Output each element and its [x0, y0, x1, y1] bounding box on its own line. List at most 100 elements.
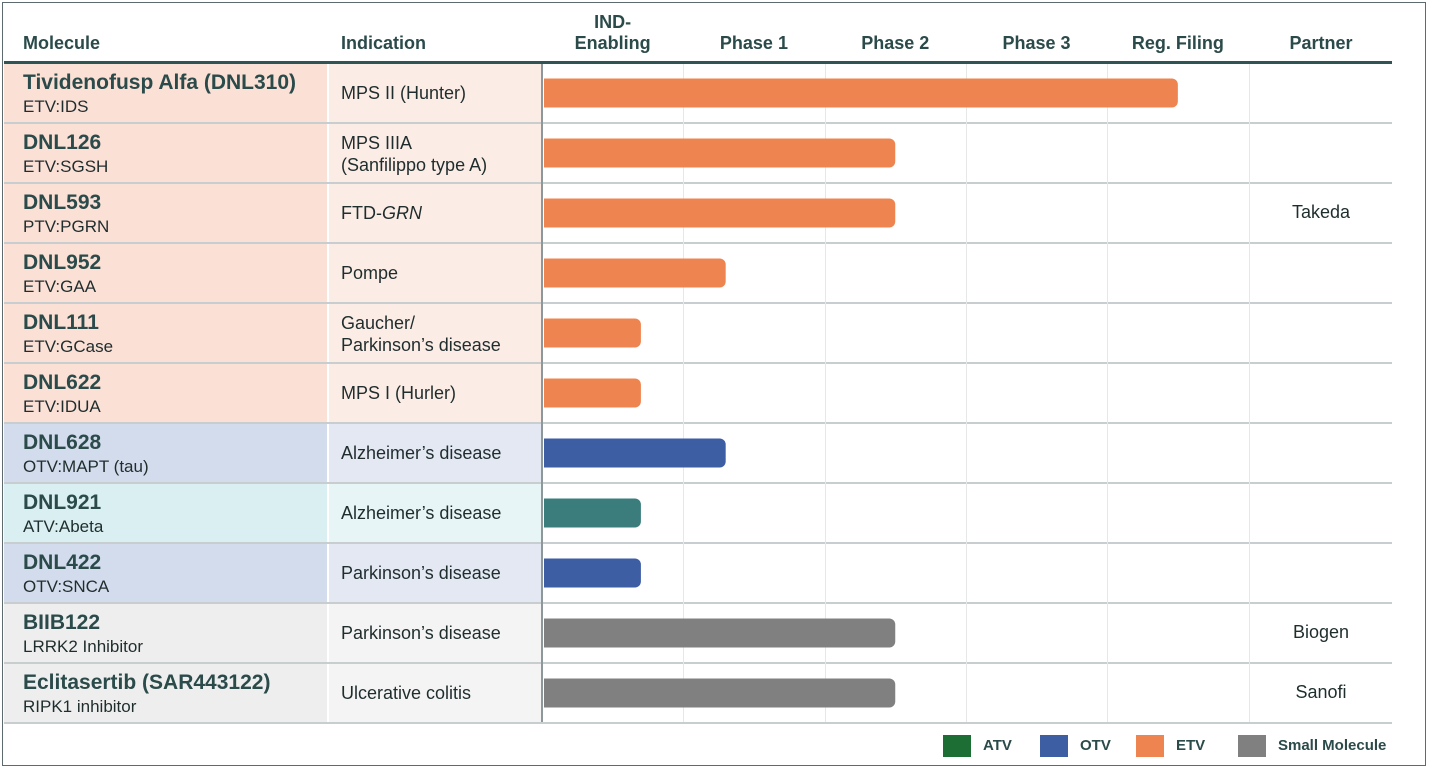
molecule-target: ETV:IDUA: [23, 397, 101, 416]
molecule-name: DNL422: [23, 551, 102, 574]
partner-label: Biogen: [1292, 622, 1350, 642]
molecule-cell: BIIB122 LRRK2 Inhibitor: [4, 604, 327, 663]
indication-text: Gaucher/: [341, 313, 416, 333]
indication-text: (Sanfilippo type A): [341, 155, 488, 175]
progress-bar-left-edge: [544, 378, 552, 408]
table-row: DNL622 ETV:IDUA MPS I (Hurler): [4, 364, 1392, 424]
indication-cell: Ulcerative colitis: [329, 664, 541, 723]
legend-label: ETV: [1176, 737, 1206, 754]
table-row: DNL952 ETV:GAA Pompe: [4, 244, 1392, 304]
header-indication: Indication: [341, 33, 426, 53]
header-molecule: Molecule: [23, 33, 101, 53]
molecule-target: ETV:GAA: [23, 277, 97, 296]
molecule-target: OTV:SNCA: [23, 577, 110, 596]
table-row: BIIB122 LRRK2 Inhibitor Parkinson’s diseas…: [4, 604, 1392, 664]
gridline-3: [966, 64, 967, 722]
progress-bar-left-edge: [544, 258, 552, 288]
molecule-cell: DNL593 PTV:PGRN: [4, 184, 327, 243]
progress-bar-left-edge: [544, 318, 552, 348]
progress-bar-biib122: [544, 618, 896, 648]
molecule-cell: DNL111 ETV:GCase: [4, 304, 327, 363]
indication-cell: Parkinson’s disease: [329, 604, 541, 663]
partner-label: Takeda: [1291, 202, 1351, 222]
legend-label: Small Molecule: [1278, 737, 1387, 754]
indication-cell: Gaucher/Parkinson’s disease: [329, 304, 541, 363]
progress-bar-left-edge: [544, 78, 552, 108]
header-partner: Partner: [1289, 33, 1353, 53]
row-separator: [4, 422, 1392, 424]
legend-swatch: [943, 735, 971, 757]
indication-cell: MPS I (Hurler): [329, 364, 541, 423]
progress-bar-left-edge: [544, 138, 552, 168]
progress-bar-dnl628: [544, 438, 726, 468]
progress-bar-dnl593: [544, 198, 896, 228]
gridline-2: [825, 64, 826, 722]
progress-bar-dnl952: [544, 258, 726, 288]
row-separator: [4, 482, 1392, 484]
molecule-cell: DNL622 ETV:IDUA: [4, 364, 327, 423]
molecule-cell: Eclitasertib (SAR443122) RIPK1 inhibitor: [4, 664, 327, 723]
indication-text: FTD-GRN: [341, 203, 422, 223]
progress-bar-eclitasertib-sar443122-: [544, 678, 896, 708]
legend-swatch: [1136, 735, 1164, 757]
molecule-cell: DNL952 ETV:GAA: [4, 244, 327, 303]
molecule-name: DNL126: [23, 131, 102, 154]
table-row: DNL593 PTV:PGRN FTD-GRN Takeda: [4, 184, 1392, 244]
progress-bar-dnl422: [544, 558, 641, 588]
row-separator: [4, 602, 1392, 604]
molecule-name: DNL593: [23, 191, 102, 214]
header-rule: [4, 61, 1392, 64]
header-phase-4: Reg. Filing: [1131, 33, 1224, 53]
molecule-name: DNL921: [23, 491, 102, 514]
molecule-name: DNL111: [23, 311, 99, 334]
molecule-target: PTV:PGRN: [23, 217, 110, 236]
progress-bar-left-edge: [544, 558, 552, 588]
legend-swatch: [1040, 735, 1068, 757]
row-separator: [4, 542, 1392, 544]
molecule-target: LRRK2 Inhibitor: [23, 637, 144, 656]
indication-text: Alzheimer’s disease: [341, 443, 502, 463]
table-row: Eclitasertib (SAR443122) RIPK1 inhibitor U…: [4, 664, 1392, 724]
partner-label: Sanofi: [1295, 682, 1347, 702]
progress-bar-left-edge: [544, 438, 552, 468]
row-separator: [4, 122, 1392, 124]
indication-text: Parkinson’s disease: [341, 335, 501, 355]
molecule-cell: DNL628 OTV:MAPT (tau): [4, 424, 327, 483]
gridline-5: [1249, 64, 1250, 722]
molecule-target: RIPK1 inhibitor: [23, 697, 137, 716]
progress-bar-dnl111: [544, 318, 641, 348]
indication-cell: MPS II (Hunter): [329, 64, 541, 123]
molecule-name: DNL622: [23, 371, 102, 394]
progress-bar-tividenofusp-alfa-dnl310-: [544, 78, 1178, 108]
molecule-name: Eclitasertib (SAR443122): [23, 671, 271, 694]
indication-text: Alzheimer’s disease: [341, 503, 502, 523]
molecule-target: ETV:SGSH: [23, 157, 109, 176]
indication-cell: Pompe: [329, 244, 541, 303]
chart-axis-line: [541, 64, 543, 722]
indication-text: MPS II (Hunter): [341, 83, 467, 103]
molecule-name: DNL952: [23, 251, 102, 274]
table-row: DNL422 OTV:SNCA Parkinson’s disease: [4, 544, 1392, 604]
progress-bar-dnl126: [544, 138, 896, 168]
row-separator: [4, 722, 1392, 724]
table-row: Tividenofusp Alfa (DNL310) ETV:IDS MPS II …: [4, 64, 1392, 124]
header-phase-2: Phase 2: [861, 33, 930, 53]
gridline-1: [683, 64, 684, 722]
indication-text: Ulcerative colitis: [341, 683, 472, 703]
indication-cell: Alzheimer’s disease: [329, 484, 541, 543]
molecule-target: ETV:IDS: [23, 97, 89, 116]
progress-bar-dnl622: [544, 378, 641, 408]
table-row: DNL126 ETV:SGSH MPS IIIA (Sanfilippo type A…: [4, 124, 1392, 184]
molecule-name: BIIB122: [23, 611, 101, 634]
legend-swatch: [1238, 735, 1266, 757]
indication-cell: MPS IIIA (Sanfilippo type A): [329, 124, 541, 183]
molecule-cell: Tividenofusp Alfa (DNL310) ETV:IDS: [4, 64, 327, 123]
indication-text: Pompe: [341, 263, 399, 283]
row-separator: [4, 362, 1392, 364]
table-row: DNL628 OTV:MAPT (tau) Alzheimer’s disease: [4, 424, 1392, 484]
indication-text: Parkinson’s disease: [341, 563, 501, 583]
legend-label: ATV: [983, 737, 1012, 754]
header-phase-3: Phase 3: [1002, 33, 1071, 53]
